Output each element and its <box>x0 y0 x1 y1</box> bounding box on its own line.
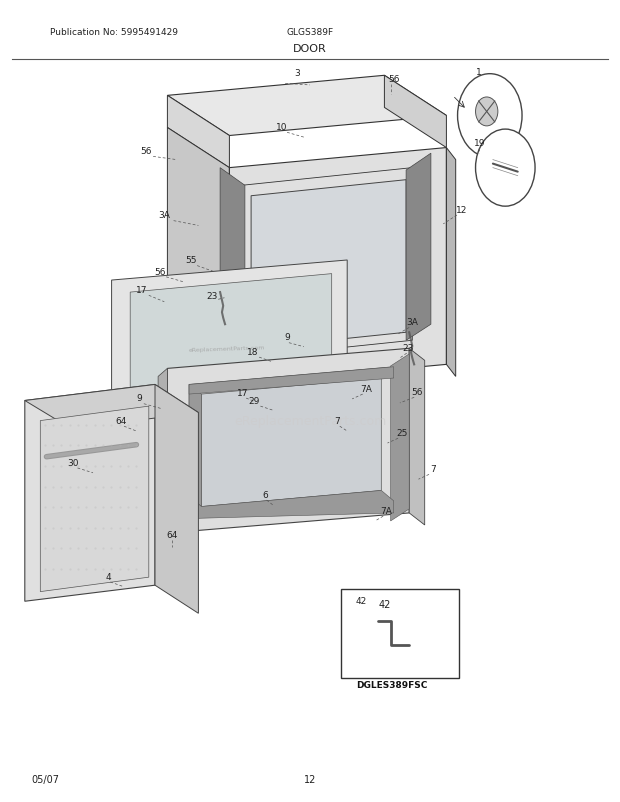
Text: DGLES389FSC: DGLES389FSC <box>356 680 428 689</box>
Polygon shape <box>446 148 456 377</box>
Polygon shape <box>202 379 381 507</box>
Text: 56: 56 <box>388 75 399 83</box>
Text: 23: 23 <box>402 343 414 352</box>
Text: 19: 19 <box>474 139 485 148</box>
Polygon shape <box>155 385 198 614</box>
Text: eReplacementParts.com: eReplacementParts.com <box>234 415 386 427</box>
Circle shape <box>458 75 522 158</box>
Circle shape <box>476 130 535 207</box>
Polygon shape <box>167 349 409 533</box>
Polygon shape <box>189 385 202 507</box>
Text: 17: 17 <box>237 388 249 397</box>
Text: 9: 9 <box>284 332 290 341</box>
Text: 7: 7 <box>334 416 340 425</box>
Polygon shape <box>40 407 149 592</box>
Polygon shape <box>220 168 245 358</box>
Text: 23: 23 <box>206 291 218 300</box>
Circle shape <box>476 98 498 127</box>
Text: eReplacementParts.com: eReplacementParts.com <box>188 345 265 353</box>
Text: 12: 12 <box>304 774 316 784</box>
Polygon shape <box>25 385 198 429</box>
Text: 1: 1 <box>476 67 482 76</box>
Text: Publication No: 5995491429: Publication No: 5995491429 <box>50 28 177 37</box>
Text: 3A: 3A <box>158 211 170 220</box>
Text: 9: 9 <box>136 394 143 403</box>
Text: 3: 3 <box>294 69 301 78</box>
Text: 56: 56 <box>154 267 166 276</box>
Polygon shape <box>189 491 394 519</box>
Text: 4: 4 <box>105 572 112 581</box>
Text: 7A: 7A <box>380 506 392 515</box>
Text: 6: 6 <box>262 490 268 499</box>
Text: 55: 55 <box>185 256 197 265</box>
Text: 64: 64 <box>167 530 178 539</box>
Text: 17: 17 <box>136 286 147 294</box>
Polygon shape <box>167 76 446 136</box>
Text: 64: 64 <box>116 416 127 425</box>
Text: 12: 12 <box>456 205 467 214</box>
Polygon shape <box>167 128 229 385</box>
Text: GLGS389F: GLGS389F <box>286 28 334 37</box>
Text: 18: 18 <box>247 347 259 356</box>
Text: 05/07: 05/07 <box>31 774 59 784</box>
Text: 42: 42 <box>378 599 391 609</box>
Text: 56: 56 <box>140 147 151 156</box>
Polygon shape <box>229 148 446 385</box>
FancyBboxPatch shape <box>341 589 459 678</box>
Text: 30: 30 <box>68 458 79 467</box>
Text: 7: 7 <box>430 464 436 473</box>
Text: 42: 42 <box>355 596 366 605</box>
Polygon shape <box>189 367 394 395</box>
Polygon shape <box>384 76 446 148</box>
Polygon shape <box>130 274 332 423</box>
Polygon shape <box>158 369 167 541</box>
Polygon shape <box>406 154 431 341</box>
Polygon shape <box>167 96 229 168</box>
Polygon shape <box>25 385 155 602</box>
Text: DOOR: DOOR <box>293 44 327 54</box>
Polygon shape <box>251 180 406 349</box>
Polygon shape <box>112 261 347 437</box>
Polygon shape <box>391 354 409 521</box>
Text: 7A: 7A <box>360 384 372 393</box>
Polygon shape <box>409 349 425 525</box>
Text: 29: 29 <box>249 396 260 405</box>
Text: 25: 25 <box>396 428 407 437</box>
Text: 10: 10 <box>277 123 288 132</box>
Text: 56: 56 <box>411 387 422 396</box>
Text: 3A: 3A <box>406 318 419 326</box>
